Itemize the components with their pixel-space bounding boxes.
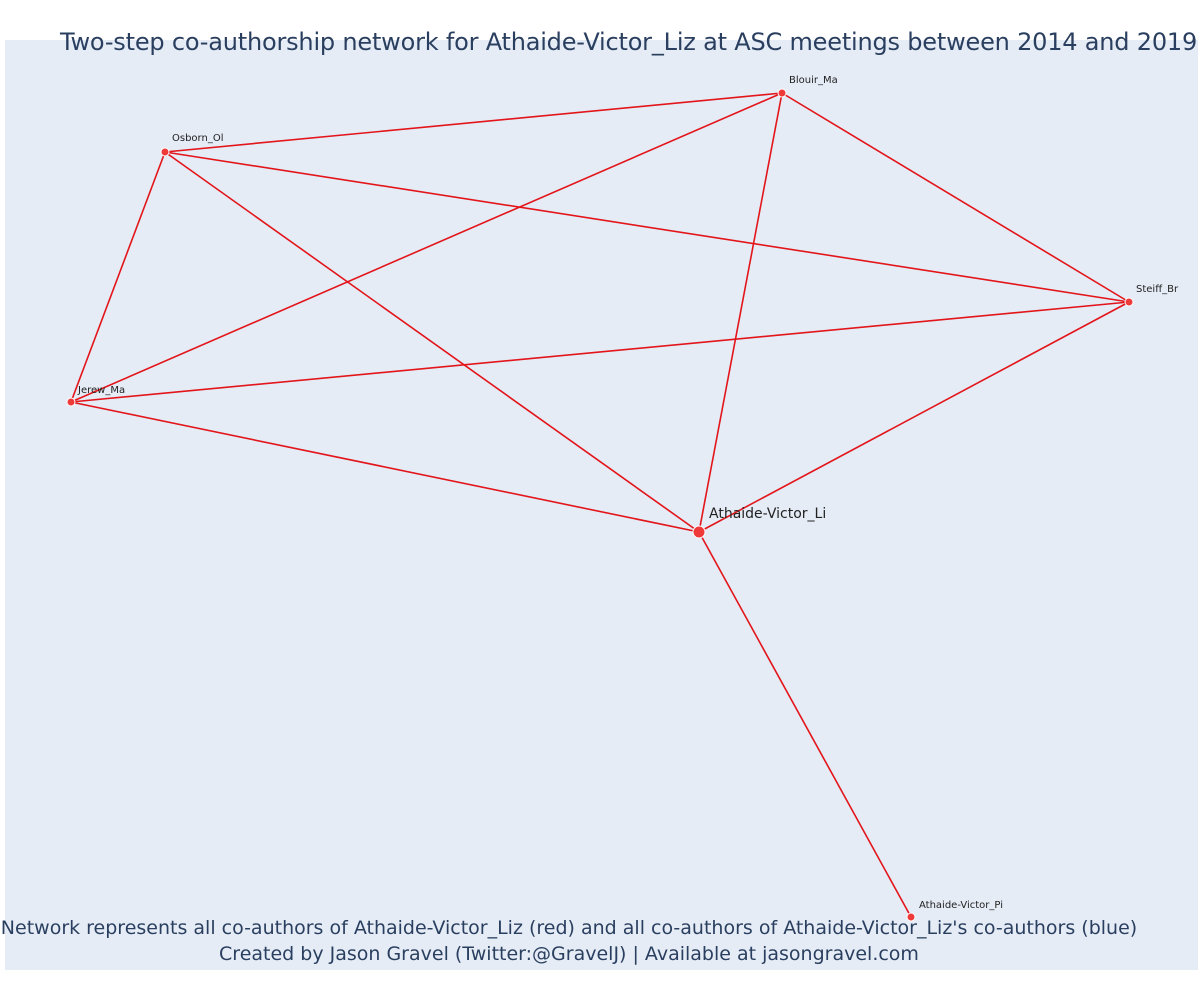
edge-Blouir_Ma--Jerew_Ma — [70, 92, 783, 403]
plot-background — [5, 40, 1198, 970]
label-layer: Blouir_Ma Osborn_Ol Steiff_Br Jerew_Ma Athai… — [77, 75, 1179, 911]
node-label-Osborn_Ol: Osborn_Ol — [172, 133, 223, 144]
node-Osborn_Ol[interactable] — [160, 147, 170, 157]
footer-credit: Created by Jason Gravel (Twitter:@Gravel… — [219, 943, 919, 965]
edge-Osborn_Ol--Athaide-Victor_Li — [164, 151, 700, 533]
node-Steiff_Br[interactable] — [1124, 297, 1134, 307]
edge-Osborn_Ol--Jerew_Ma — [70, 151, 166, 403]
edge-Athaide-Victor_Li--Athaide-Victor_Pi — [698, 531, 912, 918]
node-Athaide-Victor_Li[interactable] — [692, 525, 706, 539]
node-label-Blouir_Ma: Blouir_Ma — [789, 75, 838, 86]
edge-Jerew_Ma--Athaide-Victor_Li — [70, 401, 700, 533]
edge-Blouir_Ma--Athaide-Victor_Li — [698, 92, 783, 533]
node-Jerew_Ma[interactable] — [66, 397, 76, 407]
node-Athaide-Victor_Pi[interactable] — [906, 912, 916, 922]
node-label-Athaide-Victor_Li: Athaide-Victor_Li — [709, 506, 826, 522]
footer-description: Network represents all co-authors of Ath… — [0, 917, 1138, 939]
edge-layer — [70, 92, 1130, 918]
edge-Osborn_Ol--Steiff_Br — [164, 151, 1130, 303]
node-label-Steiff_Br: Steiff_Br — [1136, 284, 1179, 295]
node-label-Jerew_Ma: Jerew_Ma — [77, 385, 125, 396]
edge-Steiff_Br--Athaide-Victor_Li — [698, 301, 1130, 533]
node-label-Athaide-Victor_Pi: Athaide-Victor_Pi — [919, 900, 1003, 911]
edge-Steiff_Br--Jerew_Ma — [70, 301, 1130, 403]
edge-Blouir_Ma--Steiff_Br — [781, 92, 1130, 303]
chart-title: Two-step co-authorship network for Athai… — [60, 28, 1198, 56]
edge-Osborn_Ol--Blouir_Ma — [164, 92, 783, 153]
node-layer — [66, 88, 1134, 922]
node-Blouir_Ma[interactable] — [777, 88, 787, 98]
